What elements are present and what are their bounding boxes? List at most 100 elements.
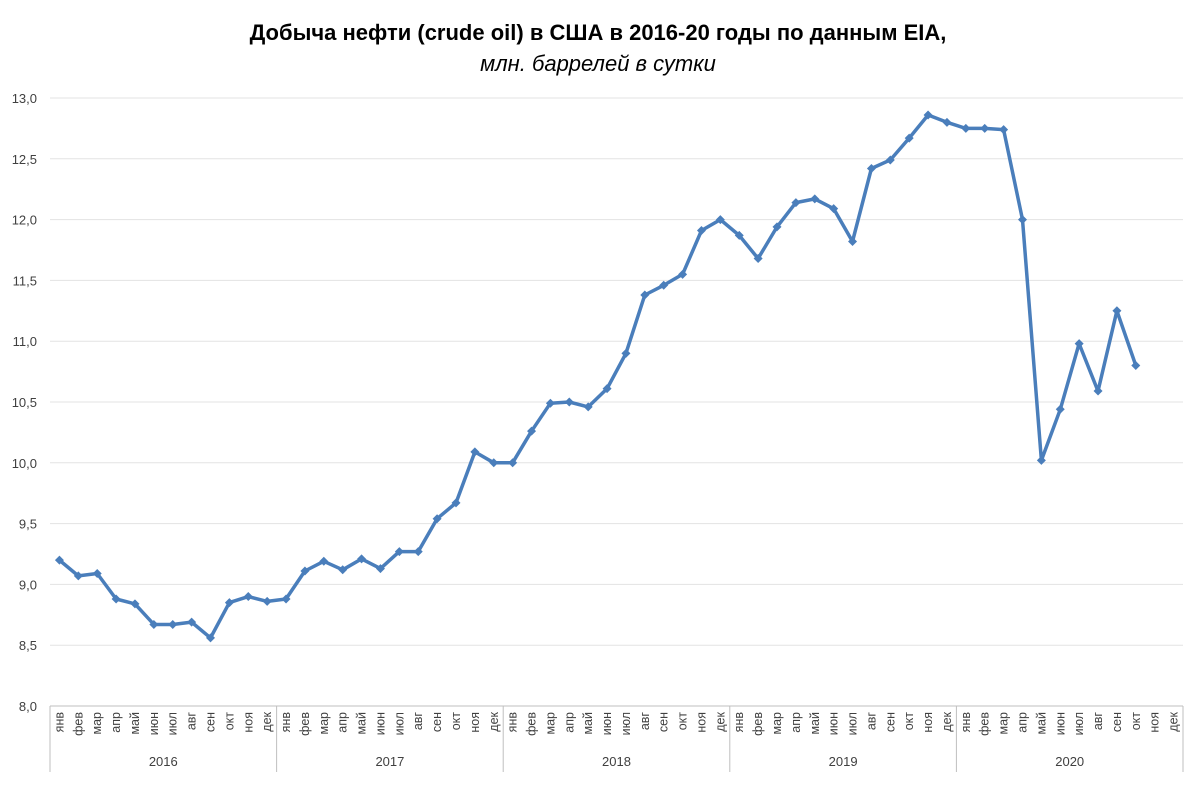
data-point-marker [545, 398, 555, 408]
month-label: сен [883, 712, 897, 732]
month-label: ноя [694, 712, 708, 733]
data-point-marker [564, 397, 574, 407]
month-label: окт [676, 712, 690, 731]
month-label: янв [506, 712, 520, 733]
data-point-marker [848, 236, 858, 246]
data-point-marker [621, 348, 631, 358]
month-label: дек [713, 711, 727, 731]
month-label: дек [940, 711, 954, 731]
data-point-marker [338, 565, 348, 575]
y-tick-label: 8,0 [19, 699, 37, 714]
month-label: сен [204, 712, 218, 732]
data-point-marker [829, 204, 839, 214]
month-label: июн [827, 712, 841, 735]
y-tick-label: 11,5 [13, 273, 37, 288]
month-label: авг [1091, 712, 1105, 731]
data-point-marker [432, 514, 442, 524]
series-line [54, 110, 1141, 643]
data-point-marker [1055, 404, 1065, 414]
data-point-marker [262, 596, 272, 606]
month-label: дек [487, 711, 501, 731]
data-point-marker [281, 594, 291, 604]
y-tick-label: 9,0 [19, 577, 37, 592]
month-label: апр [109, 712, 123, 733]
data-point-marker [187, 617, 197, 627]
y-tick-label: 8,5 [19, 638, 37, 653]
data-point-marker [1036, 455, 1046, 465]
y-tick-label: 12,5 [12, 152, 37, 167]
data-point-marker [394, 547, 404, 557]
data-point-marker [866, 164, 876, 174]
y-tick-label: 12,0 [12, 213, 37, 228]
y-tick-label: 13,0 [12, 91, 37, 106]
data-point-marker [1112, 306, 1122, 316]
data-point-marker [451, 498, 461, 508]
series-line-path [58, 113, 1138, 640]
data-point-marker [413, 547, 423, 557]
data-point-marker [508, 458, 518, 468]
month-label: авг [638, 712, 652, 731]
month-label: сен [657, 712, 671, 732]
month-label: май [1034, 712, 1048, 735]
data-point-marker [791, 198, 801, 208]
month-label: июл [846, 712, 860, 735]
chart-subtitle: млн. баррелей в сутки [480, 51, 716, 76]
data-point-marker [489, 458, 499, 468]
month-label: сен [430, 712, 444, 732]
month-label: фев [71, 712, 85, 736]
y-axis: 8,0 8,5 9,0 9,5 10,0 10,5 11,0 11,5 12,0 12,5 13,0 [12, 91, 37, 714]
month-label: июл [1072, 712, 1086, 735]
month-label: май [355, 712, 369, 735]
month-label: июн [373, 712, 387, 735]
data-point-marker [1074, 339, 1084, 349]
data-point-marker [583, 402, 593, 412]
month-label: янв [959, 712, 973, 733]
data-point-marker [715, 215, 725, 225]
data-point-marker [73, 571, 83, 581]
data-point-marker [149, 620, 159, 630]
month-label: окт [1129, 712, 1143, 731]
month-label: дек [260, 711, 274, 731]
y-tick-label: 10,0 [12, 456, 37, 471]
month-label: апр [562, 712, 576, 733]
month-label: окт [222, 712, 236, 731]
data-point-marker [904, 133, 914, 143]
month-label: апр [336, 712, 350, 733]
chart-title: Добыча нефти (crude oil) в США в 2016-20… [250, 20, 947, 45]
month-label: июн [147, 712, 161, 735]
y-tick-label: 9,5 [19, 517, 37, 532]
data-point-marker [640, 290, 650, 300]
year-label: 2016 [149, 754, 178, 769]
data-point-marker [54, 555, 64, 565]
month-label: июн [1053, 712, 1067, 735]
month-label: апр [1015, 712, 1029, 733]
month-label: мар [997, 712, 1011, 735]
data-point-marker [224, 598, 234, 608]
month-label: ноя [241, 712, 255, 733]
data-point-marker [1017, 215, 1027, 225]
data-point-marker [527, 426, 537, 436]
month-label: авг [411, 712, 425, 731]
data-point-marker [130, 599, 140, 609]
data-point-marker [168, 620, 178, 630]
month-label: фев [525, 712, 539, 736]
month-label: июл [166, 712, 180, 735]
month-label: мар [543, 712, 557, 735]
data-point-marker [319, 556, 329, 566]
data-point-marker [470, 447, 480, 457]
data-point-marker [772, 222, 782, 232]
data-point-marker [999, 125, 1009, 135]
month-label: мар [317, 712, 331, 735]
month-label: окт [449, 712, 463, 731]
month-label: мар [90, 712, 104, 735]
data-point-marker [885, 155, 895, 165]
data-point-marker [734, 230, 744, 240]
year-label: 2018 [602, 754, 631, 769]
month-label: сен [1110, 712, 1124, 732]
data-point-marker [753, 254, 763, 264]
data-point-marker [243, 592, 253, 602]
data-point-marker [1093, 386, 1103, 396]
data-point-marker [942, 117, 952, 127]
